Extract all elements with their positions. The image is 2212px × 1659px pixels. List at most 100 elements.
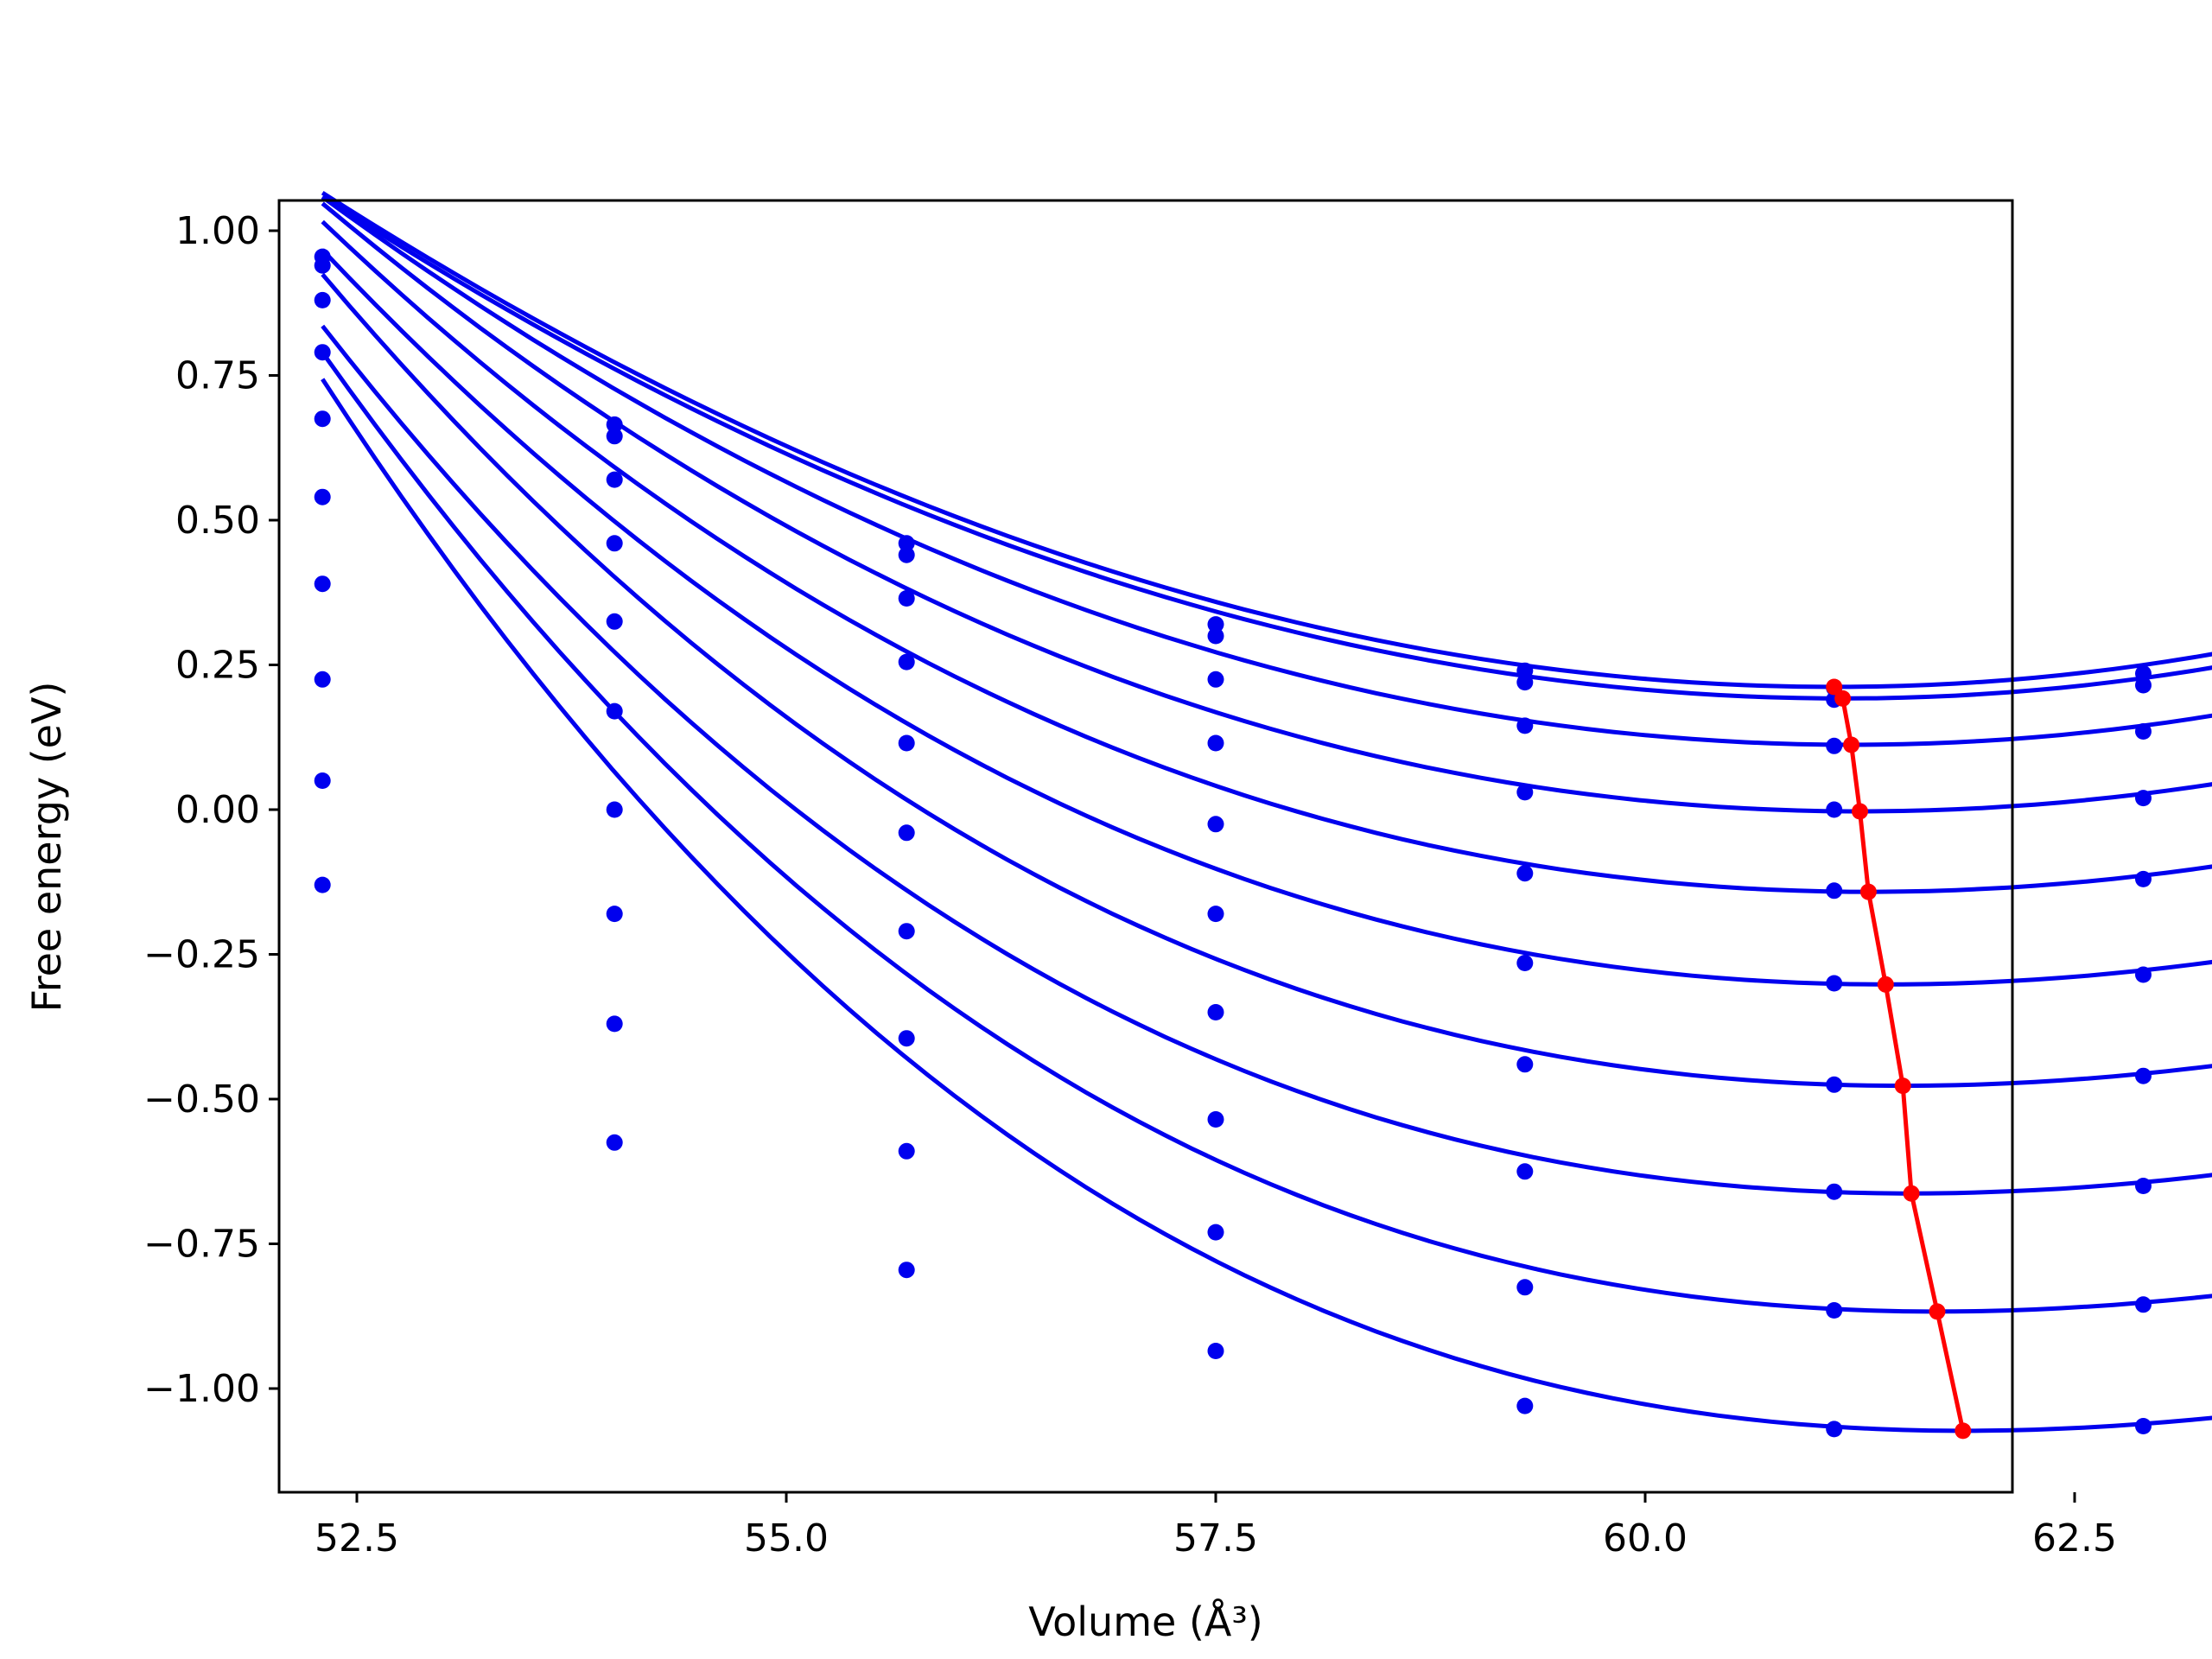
x-tick-label: 62.5 [2032,1516,2117,1560]
data-point [2135,1067,2152,1084]
data-point [606,416,623,433]
fit-curve-2 [321,194,2212,701]
data-point [1207,1004,1224,1020]
data-point [314,257,331,274]
data-point [1207,1111,1224,1128]
data-point [1826,737,1843,754]
minimum-point [1903,1185,1920,1202]
data-point [606,613,623,630]
minimum-point [1955,1422,1972,1440]
y-axis-label: Free energy (eV) [23,682,70,1013]
x-tick-label: 55.0 [744,1516,829,1560]
data-point [314,488,331,505]
data-point [1516,865,1534,882]
data-point [898,923,915,940]
data-point [2135,870,2152,887]
data-point [314,344,331,361]
data-point [898,1142,915,1160]
data-point [1207,1343,1224,1359]
data-point [1826,1076,1843,1093]
fit-curve-3 [321,194,2212,747]
x-axis: 52.555.057.560.062.565.067.570.0 [315,1492,2117,1560]
data-point [1516,662,1534,679]
y-tick-label: 0.50 [175,499,260,543]
data-point [314,772,331,789]
y-tick-label: 0.25 [175,644,260,688]
minimum-point [1859,883,1877,900]
data-point [2135,790,2152,807]
data-point [898,1030,915,1047]
y-tick-label: −0.75 [143,1223,260,1267]
data-point [2135,966,2152,983]
y-tick-label: 0.00 [175,788,260,832]
data-point [1207,671,1224,688]
data-point [2135,665,2152,682]
minimum-point [1929,1303,1946,1320]
data-point [314,575,331,593]
data-point [606,906,623,923]
data-point [1826,801,1843,818]
data-point [1207,734,1224,752]
minimum-point [1877,976,1894,993]
data-point [1516,784,1534,801]
fit-curve-1 [321,190,2212,690]
data-point [2135,1296,2152,1313]
data-point [2135,1178,2152,1194]
data-point [1826,1183,1843,1200]
data-point [1207,616,1224,633]
plot-area [279,200,2012,1492]
x-tick-label: 60.0 [1603,1516,1688,1560]
data-point [898,824,915,842]
data-point [1207,1224,1224,1241]
data-point [898,535,915,552]
fit-curve-9 [321,351,2212,1314]
y-tick-label: −0.25 [143,933,260,977]
data-point [1516,717,1534,734]
fit-curve-5 [321,219,2212,894]
data-point [1516,1163,1534,1180]
data-point [898,653,915,671]
fit-curve-6 [321,248,2212,987]
fit-curve-4 [321,201,2212,814]
data-point [606,801,623,818]
data-point [1826,1421,1843,1438]
data-point [606,1015,623,1033]
minimum-point [1894,1077,1911,1095]
fit-curve-8 [321,324,2212,1196]
data-point [606,535,623,552]
data-point [1516,955,1534,971]
data-point [1826,882,1843,899]
data-point [2135,677,2152,694]
data-point [898,1262,915,1279]
data-point [606,702,623,720]
data-point [1516,674,1534,691]
data-point [2135,723,2152,740]
y-tick-label: 0.75 [175,354,260,398]
data-point [1826,975,1843,992]
x-tick-label: 52.5 [315,1516,399,1560]
y-tick-label: 1.00 [175,209,260,253]
data-point [1516,1056,1534,1073]
data-point [1207,627,1224,645]
data-point [606,428,623,445]
data-point [1516,1279,1534,1296]
data-point [314,671,331,688]
x-axis-label: Volume (Å³) [1028,1599,1263,1645]
plot-frame [277,199,2014,1494]
data-point [898,734,915,752]
minima-path [1832,685,1966,1432]
x-tick-label: 57.5 [1173,1516,1258,1560]
data-point [898,590,915,607]
data-point [314,291,331,308]
y-axis: 1.00 0.75 0.50 0.25 0.00 −0.25 −0.50 −0.75 −1.00 [143,209,279,1411]
minimum-point [1826,678,1843,696]
minima-line [1826,678,1972,1440]
data-point [314,410,331,428]
data-point [314,876,331,893]
data-point [606,471,623,488]
minimum-point [1843,736,1860,753]
data-point [1826,1302,1843,1319]
minimum-point [1852,803,1868,820]
data-point [1207,816,1224,833]
